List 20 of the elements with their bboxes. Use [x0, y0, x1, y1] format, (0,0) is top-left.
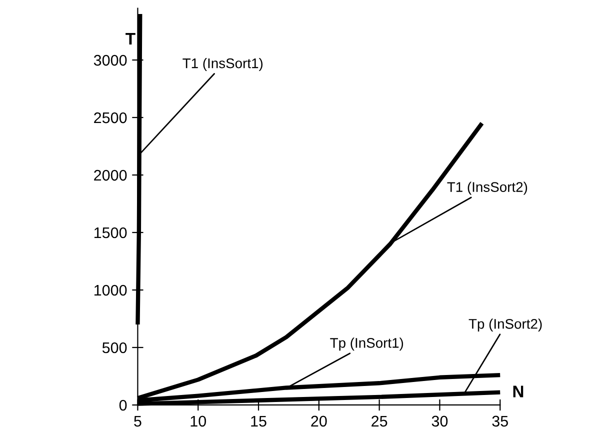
y-tick-label: 2500: [94, 112, 127, 124]
y-tick-label: 2000: [94, 170, 127, 181]
y-tick-label: 1000: [94, 284, 127, 296]
x-tick-label: 25: [372, 416, 388, 427]
x-tick-label: 20: [311, 416, 327, 427]
y-tick-label: 500: [102, 342, 127, 354]
y-tick-label: 3000: [94, 54, 127, 66]
x-tick-label: 35: [492, 416, 508, 427]
annotation: Tp (InSort2): [468, 318, 542, 332]
y-tick-label: 0: [119, 400, 127, 411]
annotation: T1 (InsSort1): [182, 58, 263, 71]
y-tick-label: 1500: [94, 227, 127, 238]
annotation: T1 (InsSort2): [447, 182, 528, 195]
annotation: Tp (InSort1): [330, 338, 404, 351]
x-tick-label: 15: [251, 416, 266, 427]
x-tick-label: 10: [190, 416, 206, 427]
y-axis-title: T: [126, 33, 136, 44]
x-tick-label: 30: [432, 416, 448, 427]
x-tick-label: 5: [134, 416, 142, 427]
x-axis-title: N: [513, 386, 524, 398]
